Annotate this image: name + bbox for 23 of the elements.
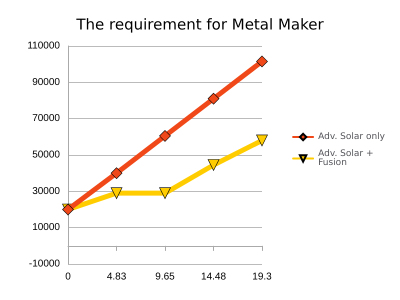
y-tick-label: 90000 [32,76,60,88]
x-tick-label: 0 [65,272,72,282]
legend-label: Adv. Solar + Fusion [318,149,376,168]
point [110,167,122,179]
y-tick-label: 110000 [27,40,60,52]
point [256,56,268,68]
point [159,130,171,142]
point [208,159,220,171]
y-tick-label: -10000 [28,258,60,270]
y-tick-label: 50000 [32,150,60,160]
y-tick-label: 10000 [32,222,60,234]
x-tick-label: 14.48 [201,272,226,282]
point [159,187,171,199]
y-tick-label: 70000 [32,113,60,124]
legend-label: Adv. Solar only [318,132,386,142]
x-tick-label: 19.3 [252,272,272,282]
point [110,187,122,199]
chart-title: The requirement for Metal Maker [75,16,324,34]
y-tick-label: 30000 [32,186,60,197]
x-tick-label: 9.65 [155,272,176,282]
point [208,92,220,104]
point [256,134,268,146]
x-tick-label: 4.83 [106,272,127,282]
